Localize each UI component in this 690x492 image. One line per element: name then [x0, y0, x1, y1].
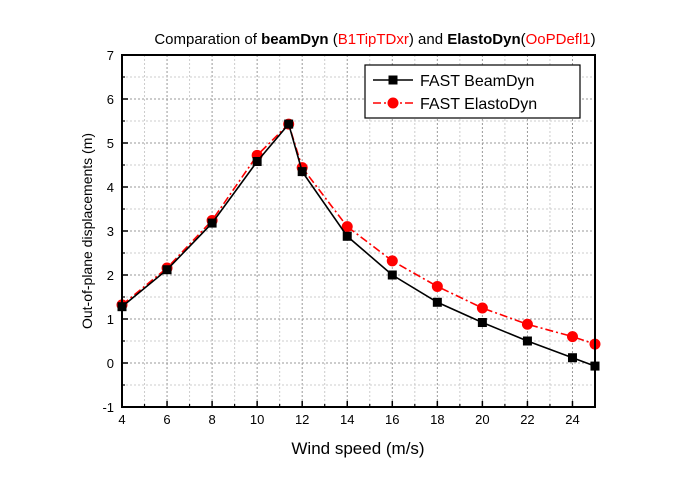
x-tick-label: 10 — [250, 412, 264, 427]
grid — [121, 54, 596, 408]
data-point — [341, 221, 353, 233]
x-tick-label: 8 — [208, 412, 215, 427]
series-line-fast-elastodyn — [121, 122, 596, 345]
data-point — [521, 318, 533, 330]
data-point — [386, 255, 398, 267]
data-point — [522, 336, 532, 346]
title-part: OoPDefl1 — [526, 31, 591, 48]
legend-box — [364, 64, 581, 119]
x-tick-label: 6 — [163, 412, 170, 427]
series-layer — [116, 118, 601, 371]
data-point — [566, 331, 578, 343]
data-point — [387, 270, 397, 280]
x-tick-label: 16 — [385, 412, 399, 427]
x-axis-label: Wind speed (m/s) — [291, 439, 424, 458]
y-tick-label: 7 — [107, 48, 114, 63]
data-point — [297, 167, 307, 177]
legend-marker — [387, 97, 399, 109]
data-point — [207, 218, 217, 228]
title-part: beamDyn — [261, 31, 329, 48]
y-tick-label: 3 — [107, 224, 114, 239]
x-tick-label: 12 — [295, 412, 309, 427]
y-tick-label: 0 — [107, 356, 114, 371]
data-point — [567, 353, 577, 363]
y-tick-label: 5 — [107, 136, 114, 151]
x-tick-label: 14 — [340, 412, 354, 427]
chart-title: Comparation of beamDyn (B1TipTDxr) and E… — [154, 31, 595, 48]
x-tick-label: 4 — [118, 412, 125, 427]
legend-label: FAST BeamDyn — [420, 73, 534, 90]
data-point — [477, 318, 487, 328]
data-point — [476, 302, 488, 314]
title-part: B1TipTDxr — [338, 31, 409, 48]
legend-marker — [388, 75, 398, 85]
y-tick-label: 6 — [107, 92, 114, 107]
data-point — [342, 231, 352, 241]
title-part: Comparation of — [154, 31, 261, 48]
series-line-fast-beamdyn — [121, 122, 596, 367]
title-part: ) and — [409, 31, 447, 48]
legend: FAST BeamDyn FAST ElastoDyn — [364, 64, 581, 119]
x-tick-label: 20 — [475, 412, 489, 427]
data-point — [431, 280, 443, 292]
legend-label: FAST ElastoDyn — [420, 96, 537, 113]
data-point — [284, 119, 294, 129]
y-tick-label: 2 — [107, 268, 114, 283]
data-point — [162, 265, 172, 275]
y-axis-label: Out-of-plane displacements (m) — [79, 133, 95, 329]
title-part: ( — [329, 31, 338, 48]
title-part: ) — [591, 31, 596, 48]
x-tick-label: 22 — [520, 412, 534, 427]
y-tick-label: 1 — [107, 312, 114, 327]
data-point — [252, 156, 262, 166]
y-tick-label: 4 — [107, 180, 114, 195]
x-tick-label: 24 — [565, 412, 579, 427]
data-point — [432, 297, 442, 307]
title-part: ElastoDyn — [447, 31, 520, 48]
x-tick-label: 18 — [430, 412, 444, 427]
y-tick-label: -1 — [102, 400, 114, 415]
title-part: ( — [521, 31, 526, 48]
